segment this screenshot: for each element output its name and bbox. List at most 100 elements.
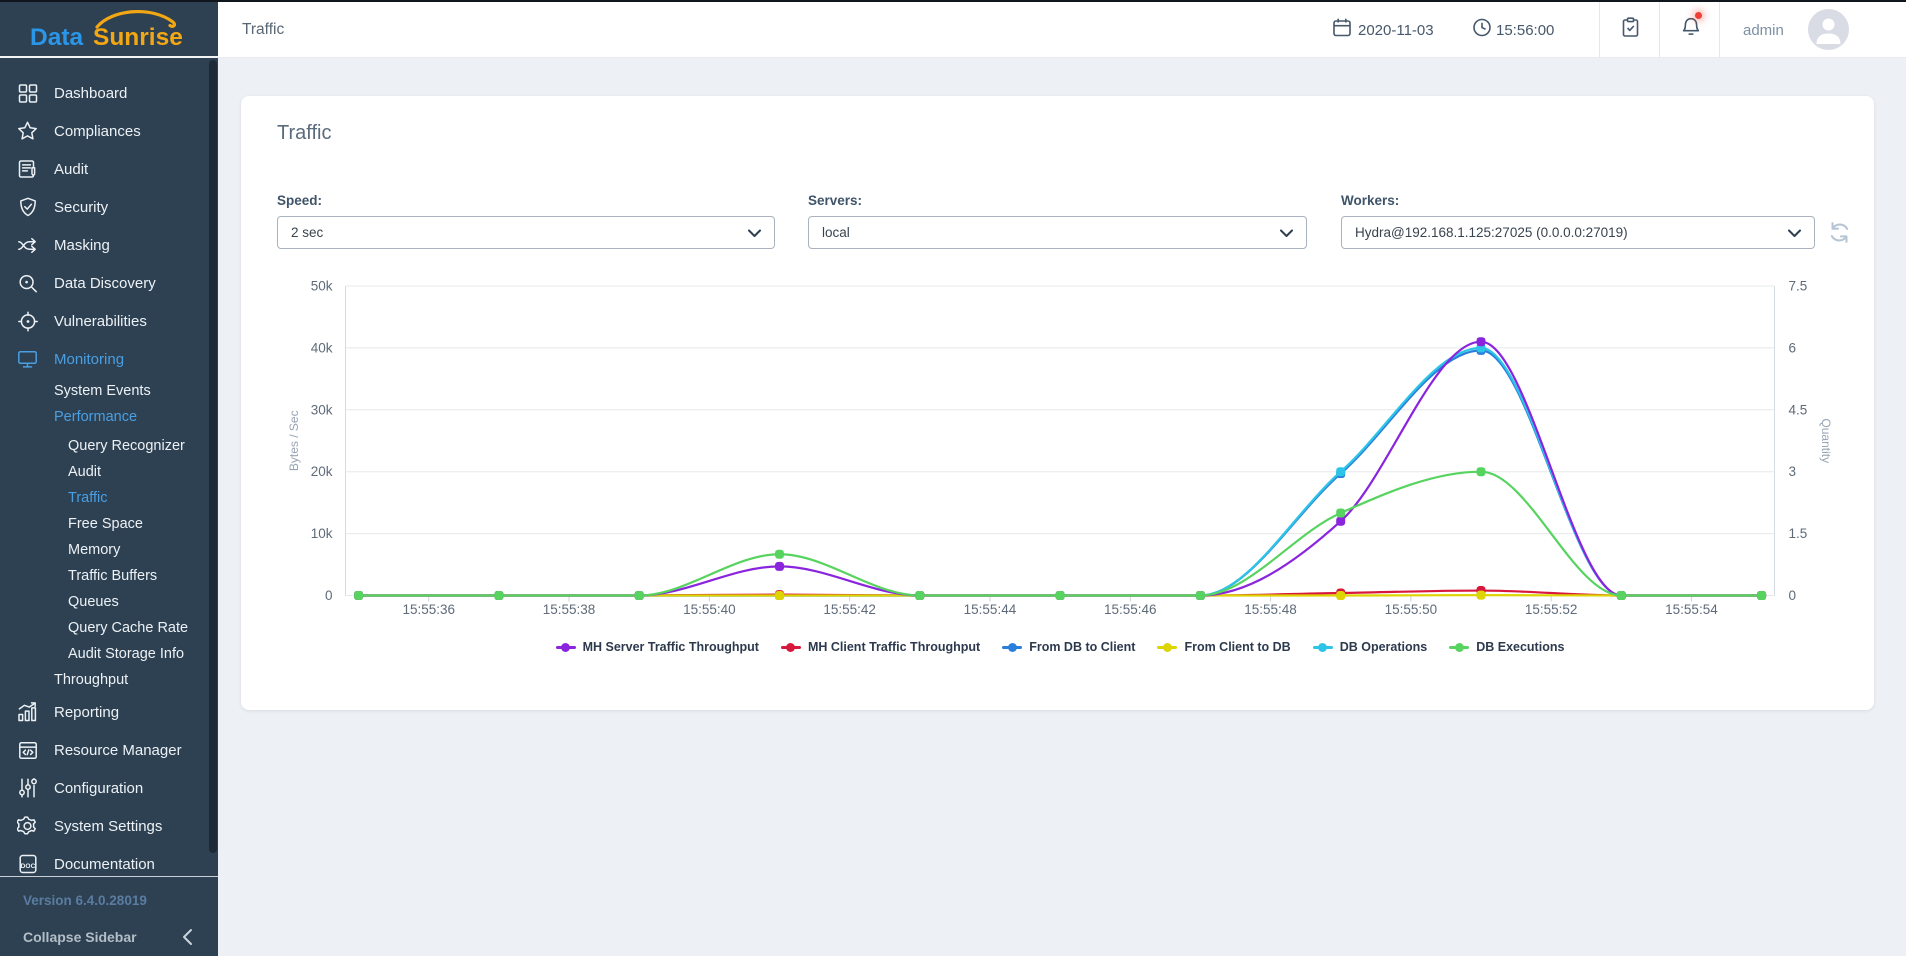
x-tick-label: 15:55:44	[964, 602, 1017, 617]
sidebar-item-masking[interactable]: Masking	[0, 226, 218, 264]
svg-text:Data: Data	[30, 24, 83, 51]
y-tick-label: 20k	[311, 464, 333, 479]
header-time[interactable]: 15:56:00	[1496, 21, 1555, 39]
legend-item[interactable]: DB Operations	[1312, 640, 1427, 654]
sidebar-item-resource-manager[interactable]: Resource Manager	[0, 731, 218, 769]
sidebar-item-queues[interactable]: Queues	[0, 589, 218, 615]
sidebar-item-documentation[interactable]: DOC Documentation	[0, 845, 218, 876]
sidebar-item-compliances[interactable]: Compliances	[0, 112, 218, 150]
sidebar-scrollbar[interactable]	[209, 60, 217, 853]
speed-select[interactable]: 2 sec	[277, 216, 775, 249]
calendar-icon[interactable]	[1332, 17, 1352, 42]
sidebar-item-traffic-buffers[interactable]: Traffic Buffers	[0, 563, 218, 589]
data-point[interactable]	[1336, 508, 1346, 518]
data-point[interactable]	[775, 561, 784, 571]
data-point[interactable]	[1055, 591, 1065, 600]
sidebar-item-query-cache-rate[interactable]: Query Cache Rate	[0, 615, 218, 641]
sidebar-item-performance[interactable]: Performance	[0, 404, 218, 430]
sidebar-item-configuration[interactable]: Configuration	[0, 769, 218, 807]
sidebar-item-label: Free Space	[68, 516, 143, 532]
sidebar-item-label: Queues	[68, 594, 119, 610]
data-point[interactable]	[354, 591, 364, 600]
sidebar-item-memory[interactable]: Memory	[0, 537, 218, 563]
clock-icon[interactable]	[1472, 17, 1492, 42]
sidebar-item-system-settings[interactable]: System Settings	[0, 807, 218, 845]
sidebar-item-audit[interactable]: Audit	[0, 150, 218, 188]
refresh-icon[interactable]	[1827, 220, 1853, 246]
legend-item[interactable]: DB Executions	[1449, 640, 1564, 654]
y2-tick-label: 3	[1789, 464, 1797, 479]
masking-icon	[17, 235, 38, 256]
y-tick-label: 40k	[311, 340, 333, 355]
data-point[interactable]	[494, 591, 504, 600]
sidebar-item-traffic[interactable]: Traffic	[0, 485, 218, 511]
data-point[interactable]	[1336, 591, 1346, 600]
bell-icon[interactable]	[1681, 16, 1701, 43]
person-icon	[1816, 18, 1841, 44]
legend-marker	[780, 642, 801, 652]
data-point[interactable]	[1616, 591, 1626, 600]
sidebar-item-free-space[interactable]: Free Space	[0, 511, 218, 537]
sidebar-item-label: Vulnerabilities	[54, 312, 147, 330]
data-point[interactable]	[634, 591, 644, 600]
datasunrise-logo[interactable]: Data Sunrise	[0, 0, 218, 58]
workers-value: Hydra@192.168.1.125:27025 (0.0.0.0:27019…	[1355, 225, 1628, 240]
workers-select[interactable]: Hydra@192.168.1.125:27025 (0.0.0.0:27019…	[1341, 216, 1815, 249]
sidebar-nav: Dashboard Compliances Audit Security Masking…	[0, 60, 218, 876]
sidebar-item-query-recognizer[interactable]: Query Recognizer	[0, 433, 218, 459]
avatar[interactable]	[1808, 9, 1849, 50]
sidebar-item-security[interactable]: Security	[0, 188, 218, 226]
sidebar-item-label: Query Recognizer	[68, 438, 185, 454]
data-point[interactable]	[1336, 467, 1346, 477]
y2-axis-title: Quantity	[1819, 418, 1833, 463]
x-tick-label: 15:55:52	[1525, 602, 1578, 617]
sidebar: Data Sunrise Dashboard Compliances Audit Se…	[0, 0, 218, 956]
traffic-line-chart[interactable]: 15:55:36 15:55:38 15:55:40 15:55:42 15:55:44…	[241, 96, 1874, 710]
sidebar-item-vulnerabilities[interactable]: Vulnerabilities	[0, 302, 218, 340]
sidebar-item-system-events[interactable]: System Events	[0, 378, 218, 404]
data-point[interactable]	[775, 591, 784, 600]
y-axis-title: Bytes / Sec	[287, 410, 301, 471]
header-date[interactable]: 2020-11-03	[1358, 21, 1434, 39]
data-point[interactable]	[1195, 591, 1205, 600]
sidebar-item-dashboard[interactable]: Dashboard	[0, 74, 218, 112]
data-point[interactable]	[1476, 337, 1486, 347]
chevron-down-icon	[748, 225, 761, 240]
data-point[interactable]	[1476, 467, 1486, 477]
data-point[interactable]	[915, 591, 925, 600]
data-point[interactable]	[775, 549, 784, 559]
sidebar-footer: Version 6.4.0.28019 Collapse Sidebar	[0, 876, 218, 956]
sidebar-item-monitoring[interactable]: Monitoring	[0, 340, 218, 378]
x-tick-label: 15:55:40	[683, 602, 736, 617]
chevron-down-icon	[1788, 225, 1801, 240]
sidebar-item-audit-storage-info[interactable]: Audit Storage Info	[0, 641, 218, 667]
servers-value: local	[822, 225, 850, 240]
sidebar-item-label: Data Discovery	[54, 274, 156, 292]
legend-item[interactable]: MH Server Traffic Throughput	[555, 640, 759, 654]
data-point[interactable]	[1336, 516, 1346, 526]
sidebar-item-label: Audit	[68, 464, 102, 480]
barchart-icon	[17, 702, 38, 723]
workers-filter: Workers: Hydra@192.168.1.125:27025 (0.0.…	[1341, 193, 1815, 249]
panel-title: Traffic	[277, 122, 332, 144]
sidebar-item-audit-performance[interactable]: Audit	[0, 459, 218, 485]
speed-label: Speed:	[277, 193, 323, 208]
sidebar-item-data-discovery[interactable]: Data Discovery	[0, 264, 218, 302]
legend-item[interactable]: MH Client Traffic Throughput	[780, 640, 980, 654]
servers-select[interactable]: local	[808, 216, 1307, 249]
tasks-clipboard-icon[interactable]	[1621, 16, 1640, 43]
x-tick-label: 15:55:50	[1385, 602, 1438, 617]
legend-marker	[1312, 642, 1333, 652]
sidebar-item-throughput[interactable]: Throughput	[0, 667, 218, 693]
x-tick-label: 15:55:54	[1665, 602, 1718, 617]
header-divider	[1599, 2, 1600, 58]
legend-item[interactable]: From DB to Client	[1002, 640, 1135, 654]
data-point[interactable]	[1476, 590, 1486, 600]
sidebar-item-label: Configuration	[54, 779, 144, 797]
username-label[interactable]: admin	[1743, 21, 1784, 39]
data-point[interactable]	[1757, 591, 1767, 600]
sliders-icon	[17, 777, 38, 799]
sidebar-item-reporting[interactable]: Reporting	[0, 693, 218, 731]
collapse-sidebar-button[interactable]: Collapse Sidebar	[0, 921, 218, 951]
legend-item[interactable]: From Client to DB	[1157, 640, 1291, 654]
